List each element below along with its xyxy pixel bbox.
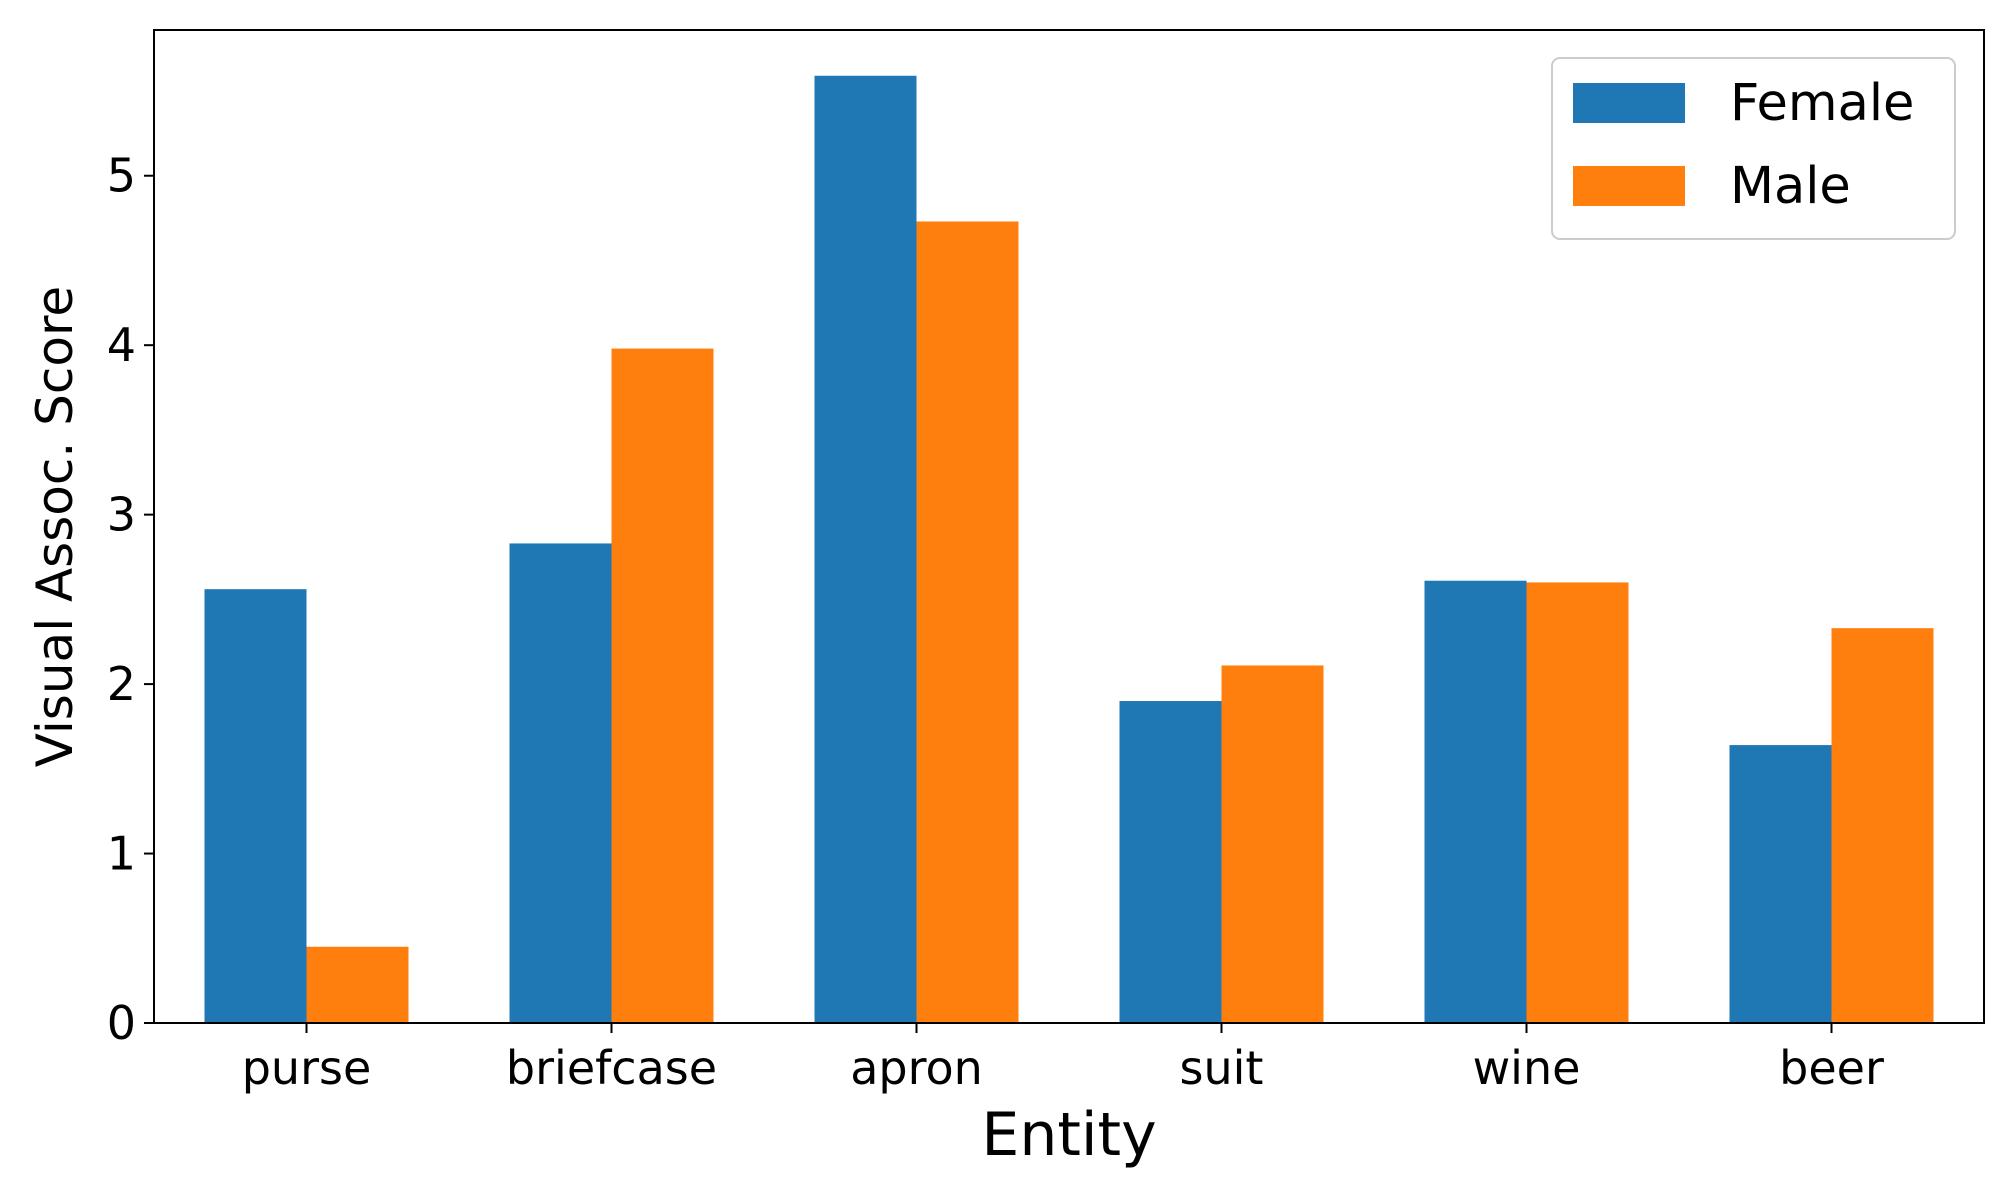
legend-label-male: Male <box>1730 157 1851 216</box>
y-axis-title: Visual Assoc. Score <box>26 286 84 767</box>
x-tick-label: purse <box>242 1041 372 1095</box>
bar-female-apron <box>814 75 917 1023</box>
bar-female-suit <box>1119 701 1222 1023</box>
legend-swatch-male <box>1573 166 1685 206</box>
bar-female-briefcase <box>509 543 612 1023</box>
bar-male-briefcase <box>611 348 714 1023</box>
x-tick-label: wine <box>1473 1041 1581 1095</box>
legend-label-female: Female <box>1730 74 1914 133</box>
y-tick-label: 1 <box>107 827 136 881</box>
x-axis-ticks: purse briefcase apron suit wine beer <box>242 1023 1884 1095</box>
x-tick-label: briefcase <box>506 1041 717 1095</box>
y-tick-label: 3 <box>107 488 136 542</box>
bars-layer <box>204 75 1934 1024</box>
y-tick-label: 0 <box>107 996 136 1050</box>
bar-male-wine <box>1526 582 1629 1023</box>
x-tick-label: beer <box>1779 1041 1884 1095</box>
y-tick-label: 4 <box>107 318 136 372</box>
bar-male-purse <box>306 946 409 1023</box>
x-axis-title: Entity <box>981 1100 1156 1170</box>
bar-male-apron <box>916 221 1019 1024</box>
plot-frame <box>153 29 1985 1024</box>
legend-swatch-female <box>1573 83 1685 123</box>
x-tick-label: apron <box>850 1041 983 1095</box>
x-tick-label: suit <box>1180 1041 1264 1095</box>
bar-male-beer <box>1831 628 1934 1023</box>
bar-female-beer <box>1729 745 1832 1023</box>
bar-male-suit <box>1221 665 1324 1023</box>
y-axis-ticks: 0 1 2 3 4 5 <box>107 149 154 1050</box>
y-tick-label: 2 <box>107 657 136 711</box>
legend: Female Male <box>1551 57 1956 240</box>
bar-female-wine <box>1424 580 1527 1023</box>
bar-female-purse <box>204 589 307 1023</box>
y-tick-label: 5 <box>107 149 136 203</box>
